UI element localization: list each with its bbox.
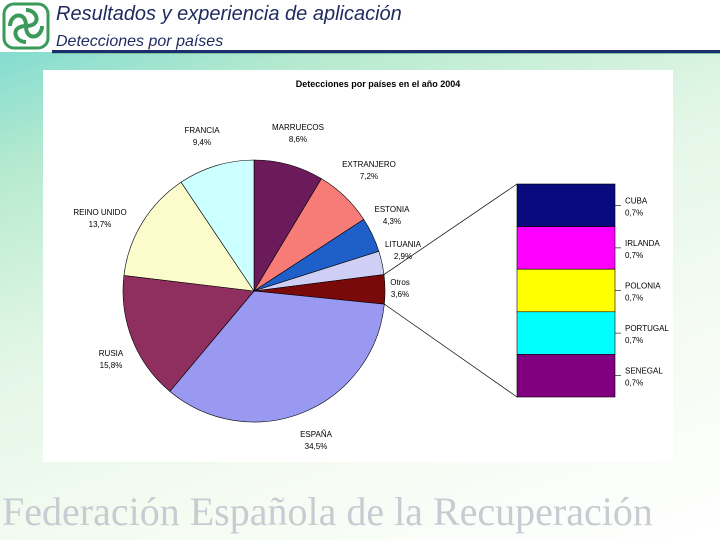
slice-label-lituania: LITUANIA — [385, 240, 422, 249]
breakdown-connector-top — [383, 183, 518, 275]
slice-value-francia: 9,4% — [193, 138, 211, 147]
slice-label-marruecos: MARRUECOS — [272, 123, 324, 132]
slice-label-reino-unido: REINO UNIDO — [73, 208, 126, 217]
breakdown-label-irlanda: IRLANDA — [625, 239, 660, 248]
breakdown-value-cuba: 0,7% — [625, 208, 643, 217]
slice-label-otros: Otros — [390, 278, 410, 287]
breakdown-bar-portugal — [516, 311, 616, 355]
header-divider — [52, 50, 720, 53]
pie-slice-rusia — [122, 275, 255, 392]
slice-value-espana: 34,5% — [305, 442, 328, 451]
slice-label-espana: ESPAÑA — [300, 430, 333, 439]
breakdown-bar-cuba — [516, 183, 616, 227]
breakdown-label-polonia: POLONIA — [625, 282, 661, 291]
slice-value-marruecos: 8,6% — [289, 135, 307, 144]
slice-label-extranjero: EXTRANJERO — [342, 160, 396, 169]
page-title: Resultados y experiencia de aplicación — [56, 3, 402, 25]
federation-logo-icon — [2, 2, 50, 50]
slice-label-estonia: ESTONIA — [375, 205, 411, 214]
slice-value-lituania: 2,9% — [394, 252, 412, 261]
chart-panel: Detecciones por países en el año 2004 MA… — [43, 70, 673, 462]
breakdown-label-senegal: SENEGAL — [625, 367, 663, 376]
footer-watermark: Federación Española de la Recuperación — [2, 489, 653, 534]
breakdown-bar-polonia — [516, 268, 616, 313]
breakdown-value-irlanda: 0,7% — [625, 251, 643, 260]
slice-value-estonia: 4,3% — [383, 217, 401, 226]
header-divider-accent — [52, 53, 720, 54]
breakdown-value-polonia: 0,7% — [625, 294, 643, 303]
breakdown-bar-irlanda — [516, 226, 616, 270]
pie-slice-francia — [180, 159, 255, 292]
breakdown-bar-senegal — [516, 354, 616, 398]
breakdown-label-portugal: PORTUGAL — [625, 324, 669, 333]
slice-label-rusia: RUSIA — [99, 349, 124, 358]
breakdown-label-cuba: CUBA — [625, 196, 648, 205]
breakdown-value-portugal: 0,7% — [625, 336, 643, 345]
page-subtitle: Detecciones por países — [56, 33, 224, 50]
pie-slice-espana — [169, 290, 385, 423]
pie-slice-reino-unido — [123, 181, 255, 292]
slice-label-francia: FRANCIA — [184, 126, 220, 135]
slice-value-rusia: 15,8% — [100, 361, 123, 370]
chart-title: Detecciones por países en el año 2004 — [296, 79, 461, 89]
slice-value-otros: 3,6% — [391, 290, 409, 299]
breakdown-value-senegal: 0,7% — [625, 379, 643, 388]
pie-chart: Detecciones por países en el año 2004 MA… — [73, 79, 669, 451]
slice-value-reino-unido: 13,7% — [89, 220, 112, 229]
breakdown-connector-bottom — [384, 303, 518, 398]
header: Resultados y experiencia de aplicación D… — [0, 0, 720, 52]
slice-value-extranjero: 7,2% — [360, 172, 378, 181]
